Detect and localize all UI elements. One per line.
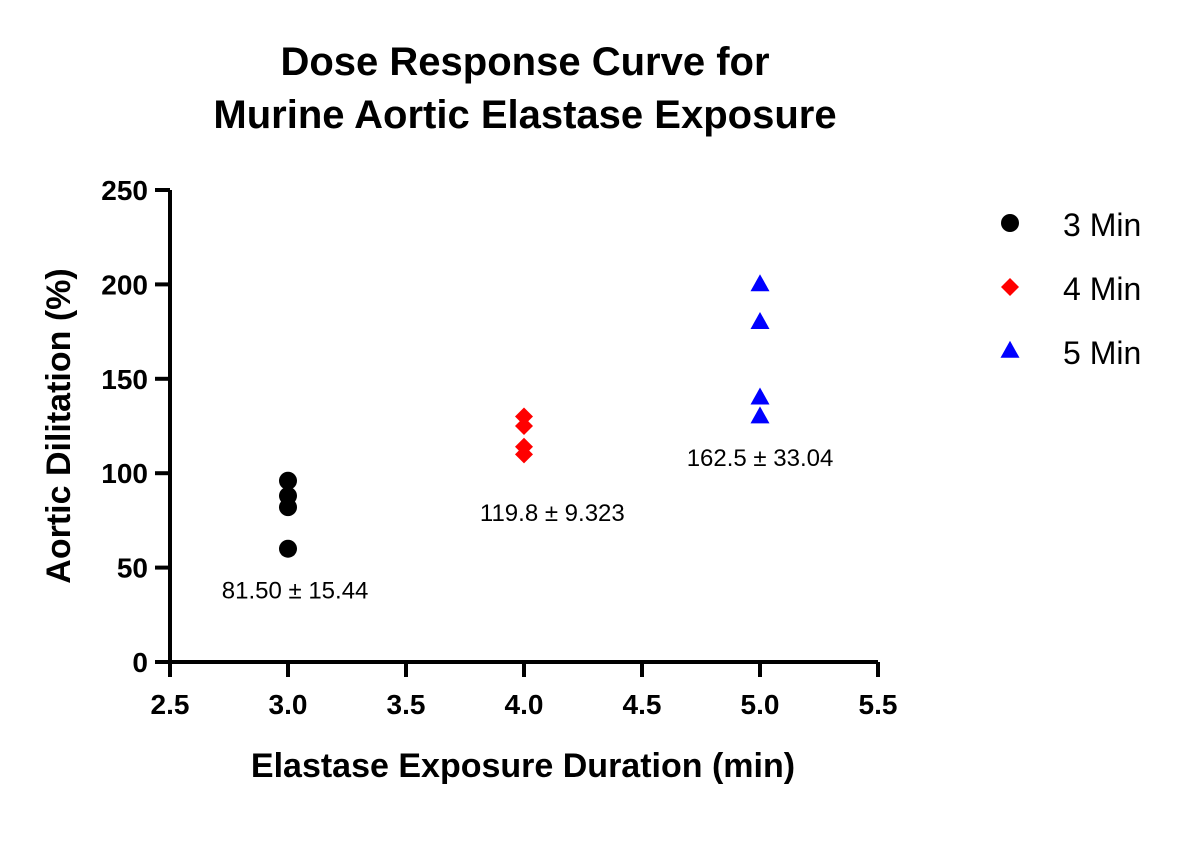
y-tick-label: 150 xyxy=(101,364,148,395)
y-axis-label: Aortic Dilitation (%) xyxy=(40,268,78,583)
triangle-data-point xyxy=(750,311,770,329)
circle-data-point xyxy=(279,498,297,517)
chart-title-line-2: Murine Aortic Elastase Exposure xyxy=(213,93,836,137)
y-tick-label: 0 xyxy=(132,647,148,678)
y-tick-label: 50 xyxy=(117,553,148,584)
y-tick-label: 250 xyxy=(101,175,148,206)
x-tick-label: 3.5 xyxy=(387,689,426,720)
triangle-data-point xyxy=(750,406,770,424)
legend-label: 4 Min xyxy=(1063,271,1141,307)
legend: 3 Min 4 Min 5 Min xyxy=(1000,207,1141,371)
x-axis-ticks: 2.5 3.0 3.5 4.0 4.5 5.0 5.5 xyxy=(151,662,898,720)
mean-sd-annotation: 81.50 ± 15.44 xyxy=(222,577,369,604)
y-axis-ticks: 0 50 100 150 200 250 xyxy=(101,175,170,678)
annotations: 81.50 ± 15.44 119.8 ± 9.323 162.5 ± 33.04 xyxy=(222,445,834,604)
legend-label: 3 Min xyxy=(1063,207,1141,243)
mean-sd-annotation: 119.8 ± 9.323 xyxy=(480,500,625,527)
y-tick-label: 100 xyxy=(101,458,148,489)
x-tick-label: 2.5 xyxy=(151,689,190,720)
circle-data-point xyxy=(279,471,297,490)
x-tick-label: 4.5 xyxy=(623,689,662,720)
legend-diamond-icon xyxy=(1001,278,1019,296)
data-points xyxy=(279,274,770,558)
triangle-data-point xyxy=(750,387,770,405)
diamond-data-point xyxy=(515,407,533,426)
x-tick-label: 4.0 xyxy=(505,689,544,720)
x-tick-label: 5.5 xyxy=(859,689,898,720)
diamond-data-point xyxy=(515,445,533,464)
legend-circle-icon xyxy=(1001,214,1019,232)
legend-triangle-icon xyxy=(1000,340,1020,358)
x-tick-label: 5.0 xyxy=(741,689,780,720)
y-tick-label: 200 xyxy=(101,269,148,300)
legend-label: 5 Min xyxy=(1063,335,1141,371)
x-tick-label: 3.0 xyxy=(269,689,308,720)
circle-data-point xyxy=(279,539,297,558)
x-axis-label: Elastase Exposure Duration (min) xyxy=(251,747,795,785)
diamond-data-point xyxy=(515,417,533,435)
mean-sd-annotation: 162.5 ± 33.04 xyxy=(687,445,834,472)
chart-title-line-1: Dose Response Curve for xyxy=(280,40,769,84)
triangle-data-point xyxy=(750,274,770,292)
